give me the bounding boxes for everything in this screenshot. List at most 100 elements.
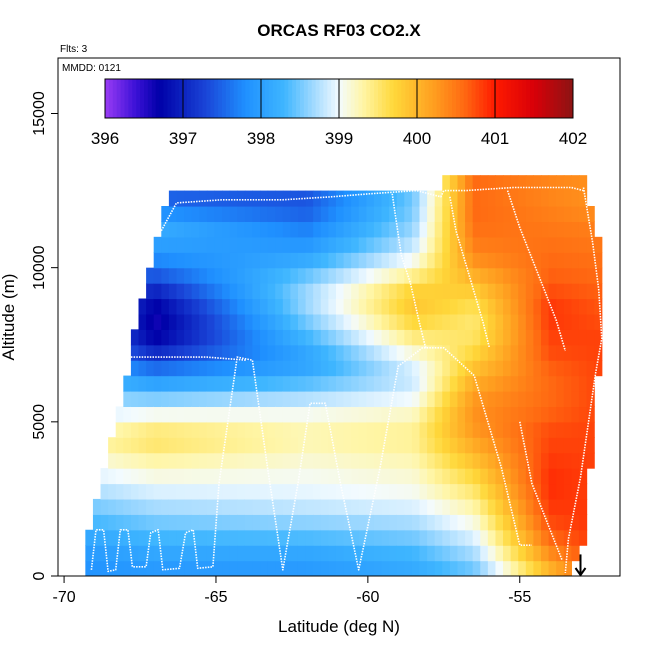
- heatmap-cell: [320, 252, 329, 269]
- colorbar-segment: [194, 79, 200, 118]
- heatmap-cell: [184, 236, 193, 253]
- heatmap-cell: [495, 483, 504, 500]
- heatmap-cell: [556, 329, 565, 346]
- heatmap-cell: [244, 313, 254, 330]
- heatmap-cell: [457, 298, 466, 315]
- heatmap-cell: [267, 283, 276, 300]
- heatmap-cell: [404, 514, 413, 531]
- heatmap-cell: [252, 483, 261, 500]
- heatmap-cell: [176, 298, 185, 315]
- heatmap-cell: [313, 421, 322, 438]
- heatmap-cell: [146, 298, 155, 315]
- heatmap-cell: [191, 514, 200, 531]
- heatmap-cell: [434, 236, 443, 253]
- heatmap-cell: [472, 360, 481, 377]
- heatmap-cell: [184, 313, 193, 330]
- heatmap-cell: [146, 560, 155, 576]
- heatmap-cell: [480, 560, 489, 576]
- heatmap-cell: [313, 498, 322, 515]
- heatmap-cell: [237, 221, 246, 238]
- heatmap-cell: [252, 498, 261, 515]
- heatmap-cell: [389, 483, 398, 500]
- heatmap-cell: [351, 421, 360, 438]
- colorbar-tick-label: 401: [481, 129, 509, 148]
- heatmap-cell: [191, 483, 200, 500]
- heatmap-cell: [252, 514, 261, 531]
- heatmap-cell: [411, 391, 421, 408]
- heatmap-cell: [389, 560, 398, 576]
- heatmap-cell: [358, 468, 367, 485]
- heatmap-cell: [548, 252, 557, 269]
- heatmap-cell: [480, 344, 489, 361]
- heatmap-cell: [351, 221, 360, 238]
- heatmap-cell: [267, 236, 276, 253]
- heatmap-cell: [267, 313, 276, 330]
- heatmap-cell: [548, 375, 557, 392]
- heatmap-cell: [434, 313, 443, 330]
- heatmap-cell: [449, 483, 459, 500]
- heatmap-cell: [525, 545, 535, 562]
- heatmap-cell: [510, 545, 519, 562]
- heatmap-cell: [578, 175, 588, 192]
- heatmap-cell: [442, 391, 451, 408]
- heatmap-cell: [457, 498, 466, 515]
- heatmap-cell: [138, 529, 147, 546]
- heatmap-cell: [206, 391, 216, 408]
- heatmap-cell: [373, 360, 383, 377]
- heatmap-cell: [146, 452, 155, 469]
- heatmap-cell: [313, 437, 322, 454]
- heatmap-cell: [389, 437, 398, 454]
- heatmap-cell: [115, 421, 124, 438]
- heatmap-cell: [252, 329, 261, 346]
- heatmap-cell: [335, 529, 345, 546]
- heatmap-cell: [487, 252, 497, 269]
- heatmap-cell: [244, 391, 254, 408]
- heatmap-cell: [282, 267, 291, 284]
- heatmap-cell: [176, 406, 185, 423]
- heatmap-cell: [176, 514, 185, 531]
- heatmap-cell: [153, 529, 162, 546]
- heatmap-cell: [161, 529, 170, 546]
- heatmap-cell: [260, 514, 269, 531]
- heatmap-cell: [85, 529, 94, 546]
- heatmap-cell: [282, 498, 291, 515]
- heatmap-cell: [275, 267, 284, 284]
- heatmap-cell: [260, 236, 269, 253]
- heatmap-cell: [366, 391, 375, 408]
- heatmap-cell: [214, 468, 223, 485]
- heatmap-cell: [442, 498, 451, 515]
- heatmap-cell: [442, 545, 451, 562]
- heatmap-cell: [495, 498, 504, 515]
- heatmap-cell: [548, 329, 557, 346]
- heatmap-cell: [525, 391, 535, 408]
- colorbar-segment: [518, 79, 523, 118]
- heatmap-cell: [252, 298, 261, 315]
- heatmap-cell: [442, 283, 451, 300]
- heatmap-cell: [161, 221, 170, 238]
- heatmap-cell: [578, 483, 588, 500]
- heatmap-cell: [510, 514, 519, 531]
- y-axis-label: Altitude (m): [0, 274, 18, 361]
- heatmap-cell: [222, 560, 231, 576]
- heatmap-cell: [252, 375, 261, 392]
- heatmap-cell: [328, 344, 337, 361]
- heatmap-cell: [305, 267, 314, 284]
- heatmap-cell: [297, 313, 307, 330]
- heatmap-cell: [343, 344, 352, 361]
- heatmap-cell: [214, 560, 223, 576]
- heatmap-cell: [168, 514, 178, 531]
- heatmap-cell: [563, 545, 572, 562]
- heatmap-cell: [541, 283, 550, 300]
- heatmap-cell: [449, 560, 459, 576]
- heatmap-cell: [373, 421, 383, 438]
- heatmap-cell: [351, 375, 360, 392]
- heatmap-cell: [457, 529, 466, 546]
- heatmap-cell: [214, 498, 223, 515]
- colorbar-segment: [276, 79, 281, 118]
- heatmap-cell: [153, 421, 162, 438]
- heatmap-cell: [138, 560, 147, 576]
- heatmap-cell: [335, 344, 345, 361]
- heatmap-cell: [373, 344, 383, 361]
- heatmap-cell: [480, 190, 489, 207]
- heatmap-cell: [351, 344, 360, 361]
